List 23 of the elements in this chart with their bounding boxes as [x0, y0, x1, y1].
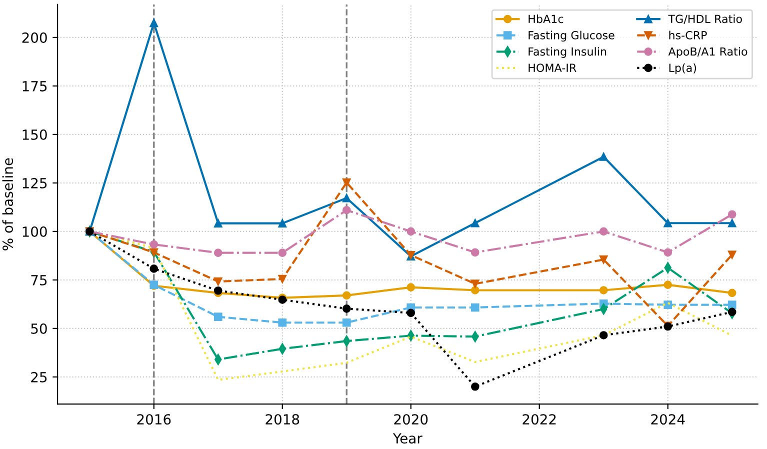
y-tick-label: 125 [22, 178, 47, 188]
y-tick-label: 175 [22, 81, 47, 92]
legend-label: ApoB/A1 Ratio [668, 47, 748, 58]
y-tick-label: 100 [22, 226, 47, 237]
legend-label: TG/HDL Ratio [668, 14, 742, 24]
y-tick-label: 50 [31, 323, 47, 334]
legend-label: hs-CRP [669, 30, 707, 40]
legend-label: Fasting Insulin [528, 47, 606, 58]
y-tick-label: 200 [22, 32, 47, 43]
y-tick-label: 75 [31, 275, 47, 286]
legend-label: Fasting Glucose [528, 30, 614, 42]
x-tick-label: 2016 [137, 414, 171, 425]
x-tick-label: 2024 [651, 414, 685, 425]
x-axis-title: Year [392, 433, 422, 444]
y-tick-label: 150 [22, 129, 47, 140]
x-tick-label: 2018 [266, 414, 300, 425]
legend-label: HOMA-IR [528, 64, 576, 72]
x-tick-label: 2022 [522, 414, 556, 425]
y-tick-label: 25 [31, 372, 47, 382]
y-axis-title: % of baseline [2, 158, 14, 250]
legend-label: Lp(a) [669, 63, 696, 74]
x-tick-label: 2020 [394, 414, 428, 425]
legend-label: HbA1c [528, 14, 564, 24]
